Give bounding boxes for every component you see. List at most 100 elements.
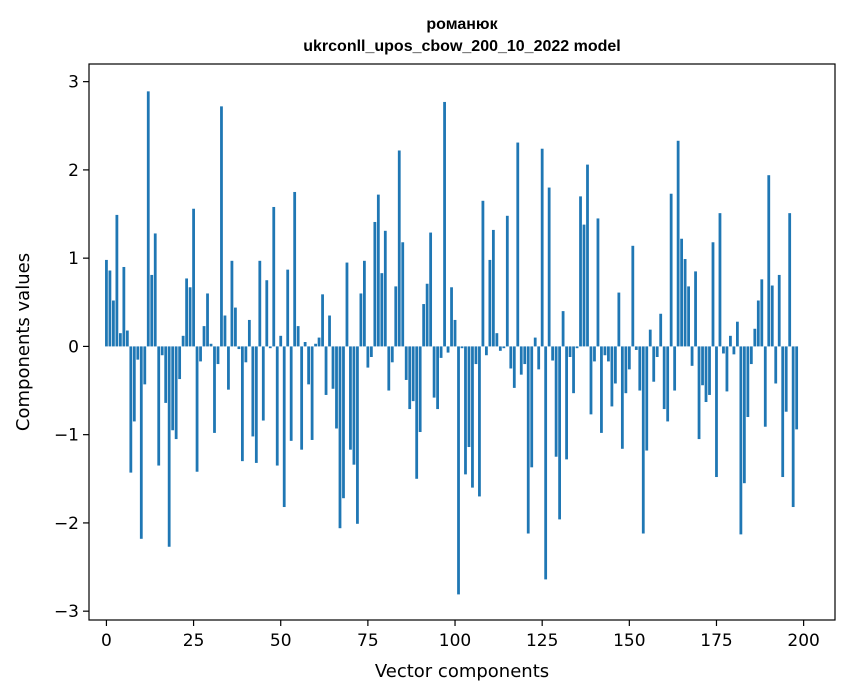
x-tick-label: 200 bbox=[787, 631, 819, 651]
bar bbox=[638, 346, 642, 391]
bar bbox=[666, 346, 670, 422]
bar bbox=[690, 346, 694, 366]
bar bbox=[143, 346, 147, 385]
bar bbox=[181, 335, 185, 347]
bar bbox=[450, 287, 453, 347]
bar bbox=[167, 346, 171, 547]
bar bbox=[439, 346, 443, 358]
bar bbox=[544, 346, 548, 580]
bar bbox=[530, 346, 534, 468]
bar bbox=[139, 346, 143, 539]
y-tick-label: −1 bbox=[54, 426, 79, 446]
bar bbox=[683, 259, 687, 347]
y-tick-label: 0 bbox=[68, 337, 79, 357]
bar bbox=[607, 346, 610, 362]
bar bbox=[519, 346, 523, 375]
bar bbox=[753, 328, 757, 347]
bar bbox=[662, 346, 666, 410]
bar bbox=[261, 346, 265, 421]
bar bbox=[174, 346, 178, 440]
bar bbox=[108, 270, 112, 347]
bar bbox=[551, 346, 555, 361]
bar bbox=[418, 346, 422, 433]
bar bbox=[736, 321, 739, 347]
bar bbox=[558, 346, 561, 520]
bar bbox=[767, 175, 771, 347]
bar bbox=[540, 148, 544, 347]
bar bbox=[122, 266, 126, 347]
bar bbox=[376, 194, 380, 347]
bar bbox=[645, 346, 649, 451]
bar bbox=[579, 196, 582, 347]
y-axis-label: Components values bbox=[13, 253, 34, 431]
bar bbox=[784, 346, 788, 412]
bar bbox=[701, 346, 704, 386]
bar bbox=[429, 232, 433, 347]
bar bbox=[195, 346, 199, 472]
bar bbox=[268, 346, 272, 349]
bar bbox=[715, 346, 718, 478]
bar bbox=[631, 245, 635, 347]
bar bbox=[582, 224, 586, 347]
x-tick-label: 125 bbox=[526, 631, 558, 651]
bar bbox=[565, 346, 568, 460]
x-tick-label: 25 bbox=[183, 631, 205, 651]
chart-title: романюк bbox=[426, 16, 498, 33]
bar bbox=[338, 346, 342, 529]
bar-series bbox=[105, 91, 799, 595]
bar bbox=[314, 343, 317, 347]
bar bbox=[390, 346, 394, 363]
plot-frame bbox=[88, 63, 836, 621]
x-axis-ticks: 0 25 50 75 100 125 150 175 200 bbox=[101, 620, 820, 651]
bar bbox=[216, 346, 220, 365]
bar bbox=[436, 346, 439, 410]
bar bbox=[460, 346, 464, 349]
bar bbox=[697, 346, 701, 440]
y-tick-label: −2 bbox=[54, 514, 79, 534]
bar bbox=[387, 346, 391, 391]
bar bbox=[593, 346, 596, 362]
bar bbox=[676, 140, 680, 347]
bar bbox=[694, 271, 697, 347]
bar bbox=[279, 335, 283, 347]
bar bbox=[157, 346, 161, 466]
bar bbox=[687, 286, 690, 347]
bar bbox=[537, 346, 541, 370]
bar bbox=[523, 346, 527, 365]
bar bbox=[488, 259, 492, 347]
bar bbox=[498, 346, 502, 351]
bar bbox=[485, 346, 488, 356]
bar bbox=[293, 191, 297, 347]
x-tick-label: 150 bbox=[613, 631, 645, 651]
bar bbox=[234, 307, 237, 347]
bar bbox=[300, 346, 304, 450]
bar bbox=[648, 329, 652, 347]
bar bbox=[586, 164, 589, 347]
bar bbox=[547, 187, 551, 347]
bar bbox=[708, 346, 711, 395]
bar bbox=[342, 346, 345, 499]
bar bbox=[474, 346, 478, 365]
bar bbox=[286, 269, 290, 347]
bar bbox=[509, 346, 513, 369]
bar bbox=[296, 326, 300, 347]
bar bbox=[725, 346, 729, 392]
bar bbox=[446, 346, 450, 353]
bar bbox=[620, 346, 624, 449]
bar bbox=[415, 346, 419, 479]
bar bbox=[627, 346, 631, 370]
bar bbox=[275, 346, 279, 466]
bar bbox=[516, 142, 520, 347]
bar bbox=[192, 208, 195, 347]
bar bbox=[613, 346, 617, 384]
bar bbox=[115, 214, 119, 347]
bar bbox=[746, 346, 750, 418]
bar bbox=[478, 346, 481, 497]
bar bbox=[349, 346, 352, 450]
bar bbox=[568, 346, 572, 357]
bar bbox=[777, 274, 781, 347]
bar bbox=[634, 346, 638, 350]
x-tick-label: 100 bbox=[439, 631, 471, 651]
bar bbox=[610, 346, 614, 407]
bar bbox=[491, 229, 495, 347]
